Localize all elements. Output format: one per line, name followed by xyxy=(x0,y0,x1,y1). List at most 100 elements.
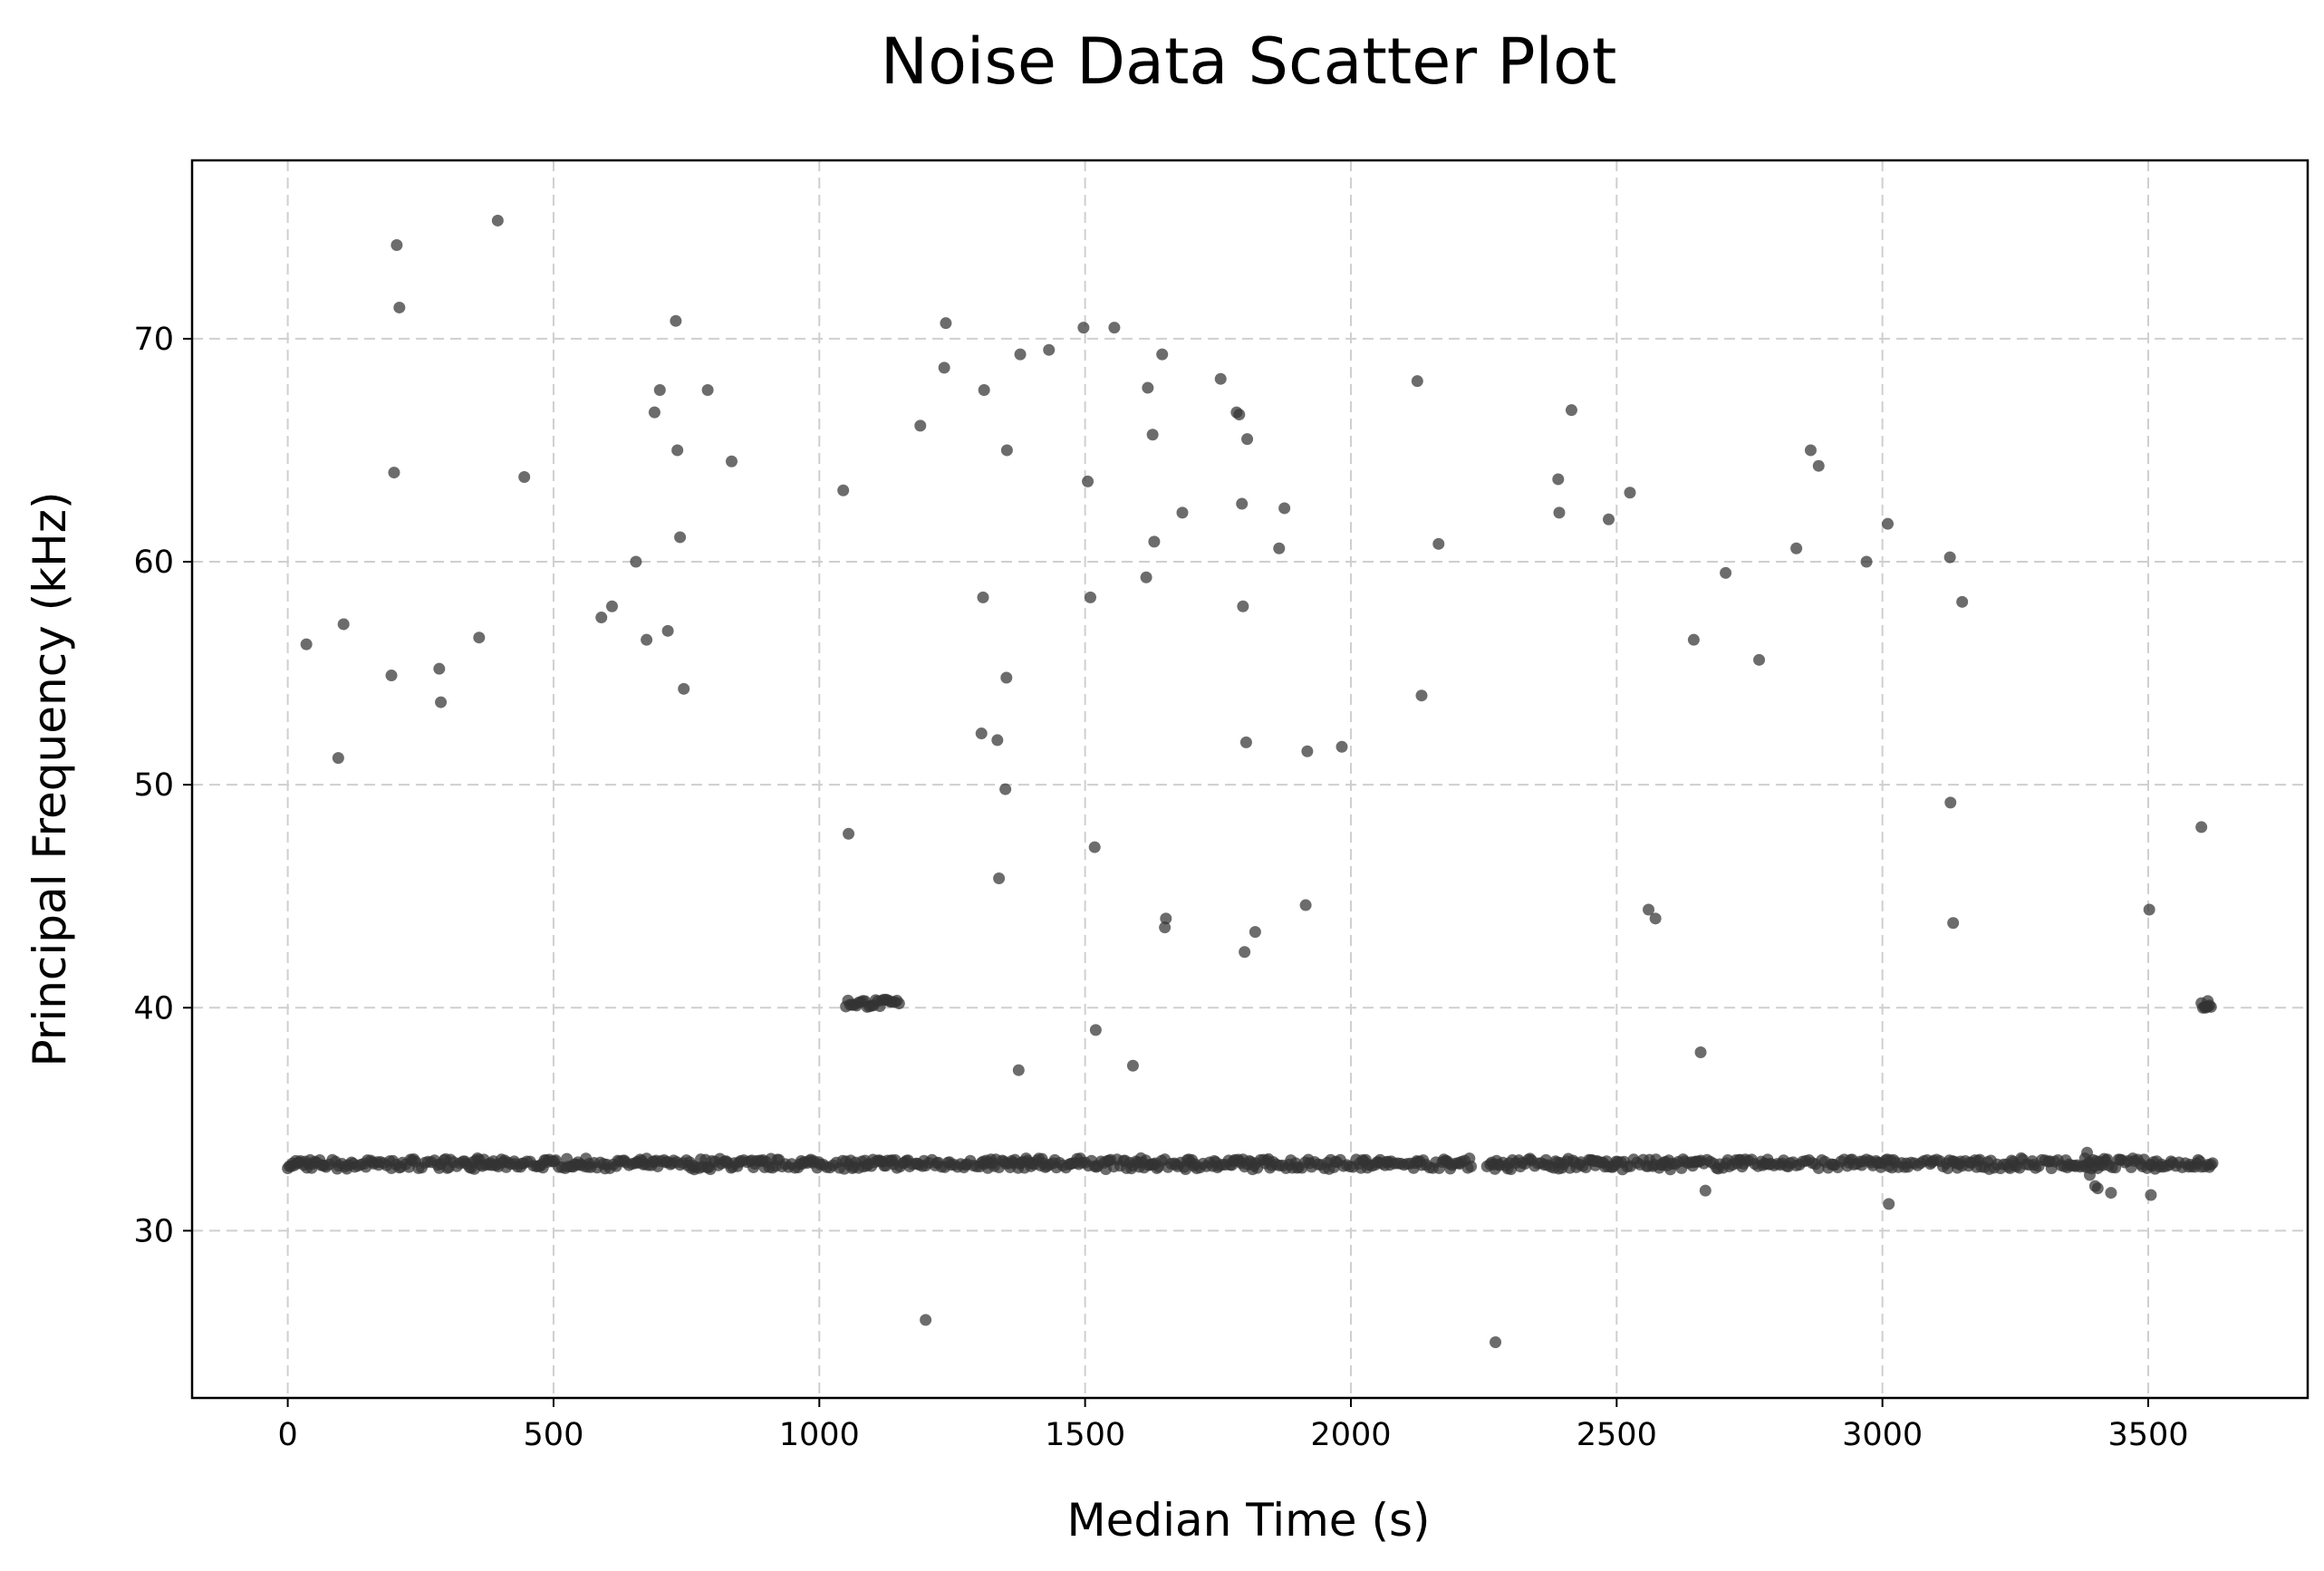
y-tick-label: 40 xyxy=(133,990,174,1026)
data-point xyxy=(491,214,504,226)
data-point xyxy=(473,631,486,644)
data-point xyxy=(938,361,950,374)
data-point xyxy=(1077,322,1090,334)
data-point xyxy=(1176,506,1189,519)
data-point xyxy=(1089,1024,1102,1036)
data-point xyxy=(993,872,1006,885)
plot-frame xyxy=(190,159,2310,1400)
y-axis-label: Principal Frequency (kHz) xyxy=(24,492,76,1067)
data-point xyxy=(1860,555,1873,568)
data-point xyxy=(1126,1059,1139,1072)
data-point xyxy=(1687,633,1700,646)
x-tick-label: 500 xyxy=(524,1417,584,1453)
data-point xyxy=(2145,1189,2157,1201)
data-point xyxy=(1490,1335,1502,1348)
points-layer xyxy=(282,214,2219,1348)
grid-layer xyxy=(192,160,2308,1398)
data-point xyxy=(1084,591,1096,603)
data-point xyxy=(1249,926,1261,939)
x-tick-label: 2000 xyxy=(1310,1417,1391,1453)
data-point xyxy=(1142,381,1154,394)
data-point xyxy=(1882,517,1895,530)
data-point xyxy=(1000,444,1013,457)
y-tick-label: 50 xyxy=(133,767,174,804)
x-axis-label: Median Time (s) xyxy=(1066,1494,1430,1547)
data-point xyxy=(1241,433,1254,446)
data-point xyxy=(1415,689,1428,702)
data-point xyxy=(630,555,642,568)
y-tick-label: 60 xyxy=(133,545,174,581)
data-point xyxy=(388,467,400,479)
data-point xyxy=(1043,343,1056,356)
data-point xyxy=(1790,542,1803,554)
data-point xyxy=(1603,513,1615,525)
data-point xyxy=(837,484,850,496)
data-point xyxy=(2091,1182,2104,1195)
data-point xyxy=(2143,903,2155,916)
data-point xyxy=(1336,740,1348,753)
data-point xyxy=(641,633,653,646)
x-tick-label: 3000 xyxy=(1842,1417,1923,1453)
data-point xyxy=(300,638,313,651)
data-point xyxy=(1273,542,1286,554)
data-point xyxy=(1956,595,1969,608)
data-point xyxy=(648,406,661,419)
data-point xyxy=(892,998,905,1010)
y-tick-label: 70 xyxy=(133,322,174,358)
data-point xyxy=(1649,912,1662,925)
data-point xyxy=(1720,566,1732,579)
data-point xyxy=(1432,537,1445,550)
data-point xyxy=(1804,444,1817,457)
data-point xyxy=(595,612,608,624)
data-point xyxy=(1082,475,1094,487)
data-point xyxy=(978,384,990,397)
x-tick-label: 2500 xyxy=(1577,1417,1657,1453)
data-point xyxy=(977,591,989,603)
y-tick-label: 30 xyxy=(133,1213,174,1249)
data-point xyxy=(1411,375,1423,388)
data-point xyxy=(1148,535,1161,548)
data-point xyxy=(1812,459,1825,472)
data-point xyxy=(1643,903,1655,916)
data-point xyxy=(2195,821,2208,834)
data-point xyxy=(1883,1198,1895,1210)
data-point xyxy=(2105,1187,2117,1200)
x-tick-label: 0 xyxy=(277,1417,297,1453)
data-point xyxy=(843,827,855,840)
data-point xyxy=(393,301,406,313)
data-point xyxy=(605,600,618,612)
data-point xyxy=(1299,899,1312,911)
data-point xyxy=(1944,796,1957,809)
data-point xyxy=(1943,551,1956,564)
data-point xyxy=(2081,1146,2094,1159)
data-point xyxy=(1236,497,1249,510)
data-point xyxy=(674,531,687,544)
data-point xyxy=(1014,348,1027,361)
data-point xyxy=(940,317,952,330)
data-point xyxy=(1156,348,1169,361)
data-point xyxy=(991,734,1004,747)
data-point xyxy=(1624,487,1636,499)
x-tick-label: 1500 xyxy=(1045,1417,1125,1453)
data-point xyxy=(1159,921,1172,934)
data-point xyxy=(1088,841,1101,853)
data-point xyxy=(1146,429,1159,441)
data-point xyxy=(1140,571,1152,583)
data-point xyxy=(1947,917,1960,930)
data-point xyxy=(671,444,684,457)
data-point xyxy=(518,470,531,483)
data-point xyxy=(661,624,674,637)
data-point xyxy=(1753,653,1766,666)
data-point xyxy=(2206,1157,2219,1170)
data-point xyxy=(1694,1046,1707,1059)
data-point xyxy=(920,1314,932,1326)
data-point xyxy=(2083,1169,2096,1181)
data-point xyxy=(433,662,446,675)
data-point xyxy=(435,696,448,708)
data-point xyxy=(1552,473,1565,486)
data-point xyxy=(1012,1064,1025,1076)
data-point xyxy=(1237,600,1249,612)
data-point xyxy=(1239,946,1251,959)
data-point xyxy=(391,239,403,252)
